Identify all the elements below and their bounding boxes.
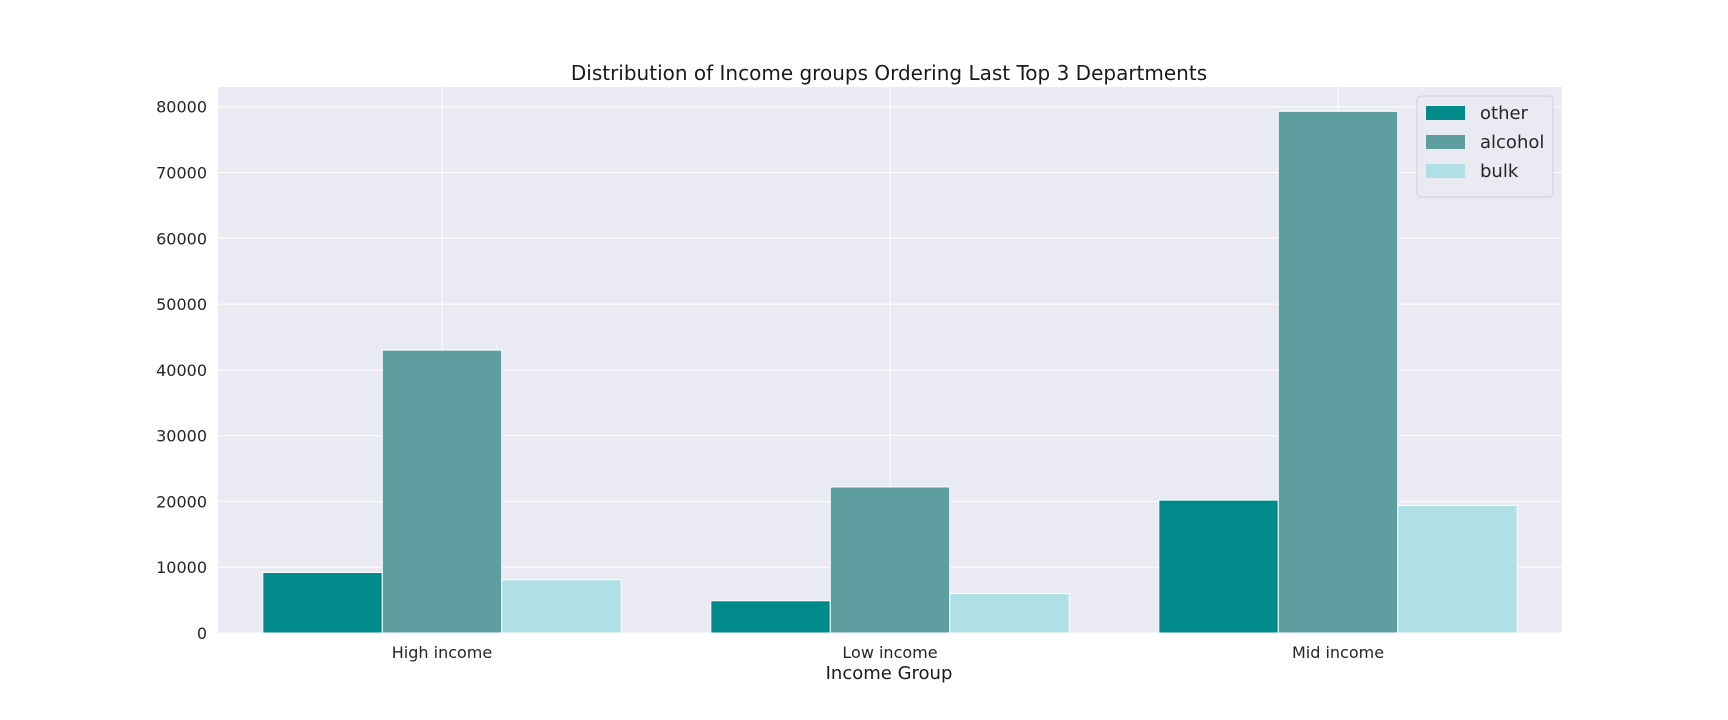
bar-alcohol-1 — [829, 486, 951, 634]
legend-swatch-bulk — [1426, 164, 1465, 178]
y-tick-label: 40000 — [156, 361, 207, 380]
bar-other-0 — [262, 571, 383, 634]
bar-alcohol-0 — [381, 349, 503, 634]
chart-title: Distribution of Income groups Ordering L… — [571, 61, 1207, 85]
y-tick-label: 80000 — [156, 98, 207, 117]
legend: other alcohol bulk — [1416, 95, 1554, 198]
y-tick-label: 10000 — [156, 558, 207, 577]
bar-bulk-1 — [949, 593, 1070, 634]
y-axis: 0 10000 20000 30000 40000 50000 60000 70000 8000… — [156, 98, 207, 643]
x-tick-label: Low income — [842, 643, 937, 662]
x-tick-label: Mid income — [1292, 643, 1384, 662]
legend-label-other: other — [1480, 103, 1529, 124]
bar-other-1 — [710, 600, 831, 634]
y-tick-label: 20000 — [156, 492, 207, 511]
y-tick-label: 0 — [197, 624, 207, 643]
bar-alcohol-2 — [1277, 110, 1399, 634]
bars — [262, 110, 1518, 634]
x-tick-label: High income — [392, 643, 492, 662]
y-tick-label: 70000 — [156, 164, 207, 183]
legend-label-bulk: bulk — [1480, 161, 1519, 182]
legend-swatch-other — [1426, 106, 1465, 120]
bar-bulk-0 — [501, 579, 622, 634]
legend-swatch-alcohol — [1426, 135, 1465, 149]
legend-label-alcohol: alcohol — [1480, 132, 1544, 153]
bar-bulk-2 — [1397, 504, 1518, 634]
y-tick-label: 50000 — [156, 295, 207, 314]
bar-other-2 — [1158, 499, 1279, 634]
x-axis: High income Low income Mid income — [392, 643, 1384, 662]
y-tick-label: 60000 — [156, 229, 207, 248]
y-tick-label: 30000 — [156, 427, 207, 446]
x-axis-label: Income Group — [826, 663, 953, 684]
